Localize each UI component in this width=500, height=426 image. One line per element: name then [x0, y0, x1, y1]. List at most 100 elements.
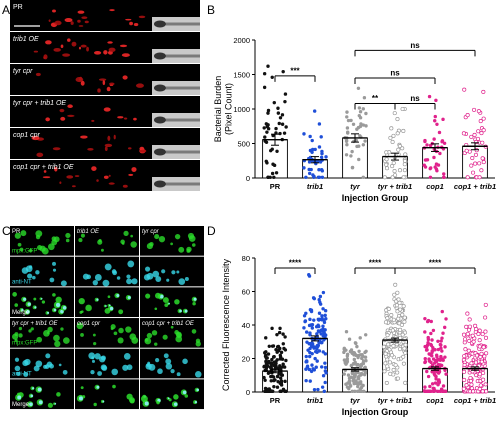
y-tick-label: 60: [242, 288, 250, 297]
cell-blob: [117, 337, 124, 344]
data-point: [346, 373, 351, 377]
data-point: [276, 106, 280, 110]
data-point: [319, 135, 323, 139]
data-point: [474, 373, 479, 378]
data-point: [464, 383, 469, 388]
data-point: [305, 364, 310, 368]
data-point: [358, 134, 362, 138]
data-point: [465, 331, 470, 336]
cell-blob: [92, 333, 96, 337]
data-point: [395, 117, 400, 122]
data-point: [477, 175, 482, 180]
data-point: [302, 132, 306, 136]
cell-blob: [90, 369, 95, 375]
data-point: [402, 162, 407, 167]
data-point: [444, 317, 448, 321]
fluorescence-spot: [45, 117, 50, 122]
data-point: [311, 173, 315, 177]
data-point: [352, 351, 357, 355]
data-point: [345, 115, 349, 119]
data-point: [384, 157, 389, 162]
data-point: [358, 109, 363, 114]
cell-blob: [78, 297, 85, 305]
data-point: [462, 337, 468, 342]
panel-a-images: PR trib1 OE tyr cpr tyr cpr + trib1 OE cop1 …: [10, 0, 200, 191]
column-label: cop1 cpr + trib1 OE: [142, 321, 195, 327]
fluorescence-spot: [133, 117, 137, 121]
data-point: [280, 113, 285, 117]
data-point: [357, 106, 362, 110]
cell-blob: [85, 304, 92, 312]
cell-blob: [107, 295, 111, 299]
data-point: [397, 300, 402, 305]
cell-blob: [110, 324, 116, 330]
data-point: [481, 345, 486, 350]
cell-blob: [36, 336, 43, 343]
data-point: [317, 311, 322, 315]
cell-blob: [14, 232, 21, 239]
data-point: [443, 368, 447, 372]
cell-blob: [19, 247, 24, 252]
data-point: [439, 339, 443, 343]
fluorescence-spot: [33, 50, 39, 53]
data-point: [395, 309, 400, 314]
image-label: PR: [13, 4, 23, 11]
data-point: [481, 89, 486, 94]
data-point: [425, 348, 429, 352]
cell-blob: [166, 278, 170, 282]
data-point: [318, 294, 323, 299]
data-point: [278, 116, 283, 120]
fluorescence-spot: [103, 175, 109, 179]
fluorescence-spot: [60, 116, 66, 121]
data-point: [309, 167, 313, 172]
larva-head: [154, 20, 166, 28]
cell-blob: [37, 387, 42, 392]
data-point: [304, 354, 308, 359]
data-point: [272, 100, 276, 105]
data-point: [471, 339, 476, 344]
cell-blob: [159, 294, 164, 299]
cell-blob: [80, 310, 84, 313]
data-point: [435, 169, 439, 173]
data-point: [313, 356, 317, 361]
cell-blob: [116, 276, 121, 280]
cell-blob: [158, 235, 166, 243]
larva-body: [166, 22, 200, 26]
cell-blob: [178, 278, 186, 285]
fluorescence-spot: [52, 147, 61, 151]
cell-blob: [102, 400, 105, 403]
data-point: [424, 158, 428, 162]
data-point: [363, 355, 368, 359]
cell-blob: [27, 302, 31, 306]
data-point: [320, 175, 325, 180]
cell-background: [140, 348, 204, 379]
cell-blob: [155, 276, 162, 282]
cell-blob: [122, 364, 129, 371]
data-point: [429, 319, 433, 324]
row-label: anti-NT: [12, 371, 32, 377]
fluorescence-spot: [78, 25, 84, 27]
data-point: [357, 157, 361, 162]
data-point: [344, 330, 349, 334]
cell-blob: [60, 327, 64, 331]
data-point: [423, 385, 427, 389]
data-point: [463, 347, 468, 352]
cell-blob: [167, 397, 170, 400]
fluorescence-spot: [70, 21, 74, 25]
data-point: [465, 175, 470, 180]
confocal-cell: PR mpx:GFP: [10, 226, 74, 256]
data-point: [319, 328, 323, 332]
image-label: tyr cpr: [13, 68, 33, 75]
data-point: [464, 324, 469, 329]
data-point: [281, 69, 285, 74]
data-point: [364, 333, 368, 337]
cell-blob: [152, 270, 160, 278]
data-point: [474, 353, 480, 358]
data-point: [311, 296, 316, 300]
data-point: [347, 337, 352, 341]
data-point: [398, 327, 403, 332]
data-point: [284, 358, 288, 363]
data-point: [476, 129, 481, 134]
data-point: [433, 348, 437, 352]
data-point: [344, 382, 348, 386]
